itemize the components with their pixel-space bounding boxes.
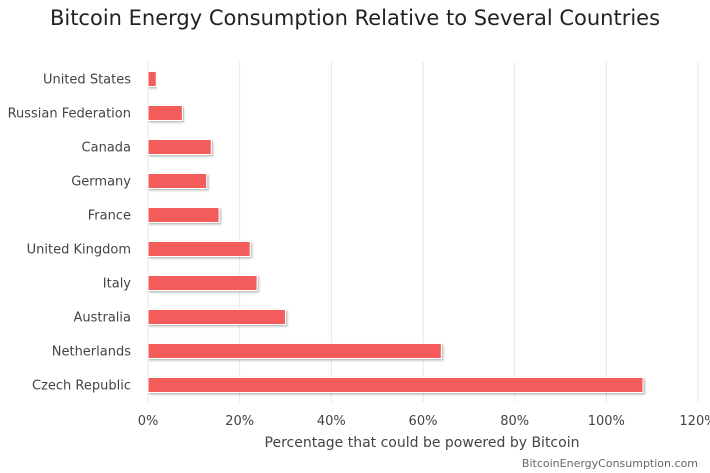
- bar[interactable]: [147, 71, 157, 87]
- bars: [147, 71, 644, 393]
- category-label: Czech Republic: [32, 379, 131, 394]
- bar[interactable]: [147, 309, 286, 325]
- x-tick-label: 20%: [225, 414, 254, 429]
- x-tick-label: 0%: [138, 414, 159, 429]
- bar[interactable]: [147, 275, 258, 291]
- x-tick-label: 80%: [500, 414, 529, 429]
- category-label: Russian Federation: [8, 107, 131, 122]
- x-tick-label: 40%: [317, 414, 346, 429]
- x-tick-labels: 0% 20% 40% 60% 80% 100% 120%: [138, 414, 710, 429]
- category-label: Italy: [103, 277, 132, 292]
- category-label: Canada: [82, 141, 131, 156]
- category-label: Germany: [71, 175, 131, 190]
- bar[interactable]: [147, 139, 212, 155]
- chart-title: Bitcoin Energy Consumption Relative to S…: [49, 6, 661, 30]
- category-labels: United States Russian Federation Canada Ger…: [8, 73, 132, 394]
- x-tick-label: 100%: [588, 414, 625, 429]
- x-axis-title: Percentage that could be powered by Bitc…: [265, 435, 580, 451]
- bar[interactable]: [147, 343, 442, 359]
- category-label: United States: [43, 73, 131, 88]
- bar[interactable]: [147, 173, 208, 189]
- x-tick-label: 120%: [679, 414, 710, 429]
- credits-link[interactable]: BitcoinEnergyConsumption.com: [522, 457, 698, 470]
- x-tick-label: 60%: [409, 414, 438, 429]
- bar[interactable]: [147, 377, 644, 393]
- bar[interactable]: [147, 241, 251, 257]
- category-label: Australia: [73, 311, 131, 326]
- bar[interactable]: [147, 105, 183, 121]
- category-label: France: [88, 209, 131, 224]
- bar[interactable]: [147, 207, 220, 223]
- category-label: United Kingdom: [27, 243, 131, 258]
- category-label: Netherlands: [52, 345, 131, 360]
